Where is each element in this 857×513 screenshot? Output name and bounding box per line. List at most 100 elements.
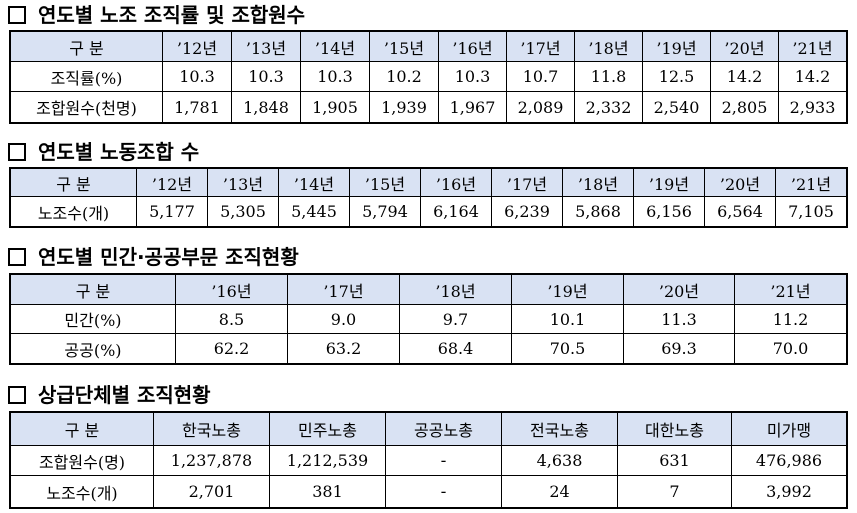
table-public-private: 구 분 ’16년 ’17년 ’18년 ’19년 ’20년 ’21년 민간(%) …	[9, 273, 848, 365]
table-cell: 14.2	[710, 61, 779, 92]
row-label: 조직률(%)	[10, 61, 163, 92]
table-cell: 1,237,878	[153, 445, 270, 476]
header-cell: ’17년	[491, 168, 563, 197]
table-cell: 9.0	[287, 304, 400, 334]
table-cell: 6,156	[633, 196, 705, 227]
table-row: 민간(%) 8.5 9.0 9.7 10.1 11.3 11.2	[10, 304, 847, 334]
section-title: 상급단체별 조직현황	[8, 382, 211, 408]
table-cell: 5,305	[207, 196, 279, 227]
table-cell: 10.3	[231, 61, 301, 92]
table-cell: 2,933	[778, 91, 847, 123]
table-cell: 70.0	[734, 333, 847, 364]
row-label: 조합원수(천명)	[10, 91, 163, 123]
header-cell: 미가맹	[731, 412, 847, 446]
header-cell: 민주노총	[269, 412, 386, 446]
table-cell: 10.3	[438, 61, 507, 92]
checkbox-square-icon	[8, 385, 26, 404]
table-cell: -	[385, 475, 502, 508]
table-cell: 9.7	[399, 304, 512, 334]
header-cell: ’21년	[778, 31, 847, 62]
table-cell: 5,177	[136, 196, 208, 227]
header-cell: 전국노총	[501, 412, 618, 446]
table-cell: 1,967	[438, 91, 507, 123]
table-cell: 12.5	[642, 61, 711, 92]
table-row: 노조수(개) 2,701 381 - 24 7 3,992	[10, 475, 847, 508]
table-cell: 5,445	[278, 196, 350, 227]
table-cell: 10.3	[162, 61, 232, 92]
table-union-count: 구 분 ’12년 ’13년 ’14년 ’15년 ’16년 ’17년 ’18년 ’…	[9, 167, 848, 228]
table-row: 노조수(개) 5,177 5,305 5,445 5,794 6,164 6,2…	[10, 196, 847, 227]
header-cell: 대한노총	[617, 412, 732, 446]
header-cell: ’19년	[511, 274, 624, 305]
table-row: 조합원수(천명) 1,781 1,848 1,905 1,939 1,967 2…	[10, 91, 847, 123]
table-cell: 6,239	[491, 196, 563, 227]
checkbox-square-icon	[8, 247, 26, 266]
table-cell: 10.1	[511, 304, 624, 334]
header-cell: ’17년	[506, 31, 575, 62]
header-cell: ’21년	[775, 168, 847, 197]
table-cell: -	[385, 445, 502, 476]
table-cell: 10.3	[300, 61, 370, 92]
row-label: 노조수(개)	[10, 196, 137, 227]
header-cell: ’18년	[562, 168, 634, 197]
header-cell: ’20년	[623, 274, 735, 305]
table-cell: 631	[617, 445, 732, 476]
row-label: 노조수(개)	[10, 475, 154, 508]
table-cell: 1,939	[369, 91, 439, 123]
checkbox-square-icon	[8, 5, 26, 24]
table-row: 조합원수(명) 1,237,878 1,212,539 - 4,638 631 …	[10, 445, 847, 476]
table-cell: 4,638	[501, 445, 618, 476]
header-cell: ’14년	[300, 31, 370, 62]
table-cell: 10.2	[369, 61, 439, 92]
table-cell: 14.2	[778, 61, 847, 92]
header-cell: ’19년	[633, 168, 705, 197]
header-cell: ’12년	[136, 168, 208, 197]
table-cell: 1,848	[231, 91, 301, 123]
table-cell: 381	[269, 475, 386, 508]
table-cell: 11.2	[734, 304, 847, 334]
header-cell: ’12년	[162, 31, 232, 62]
header-cell: ’16년	[438, 31, 507, 62]
table-federation: 구 분 한국노총 민주노총 공공노총 전국노총 대한노총 미가맹 조합원수(명)…	[9, 411, 848, 509]
table-cell: 3,992	[731, 475, 847, 508]
table-header-row: 구 분 ’16년 ’17년 ’18년 ’19년 ’20년 ’21년	[10, 274, 847, 305]
table-cell: 10.7	[506, 61, 575, 92]
header-cell: ’18년	[399, 274, 512, 305]
table-header-row: 구 분 ’12년 ’13년 ’14년 ’15년 ’16년 ’17년 ’18년 ’…	[10, 168, 847, 197]
checkbox-square-icon	[8, 142, 26, 161]
header-cell: ’16년	[420, 168, 492, 197]
table-cell: 2,805	[710, 91, 779, 123]
table-header-row: 구 분 한국노총 민주노총 공공노총 전국노총 대한노총 미가맹	[10, 412, 847, 446]
header-cell: ’16년	[175, 274, 288, 305]
table-cell: 5,868	[562, 196, 634, 227]
header-cell: ’20년	[710, 31, 779, 62]
table-cell: 11.8	[574, 61, 643, 92]
header-cell: ’18년	[574, 31, 643, 62]
table-cell: 24	[501, 475, 618, 508]
table-header-row: 구 분 ’12년 ’13년 ’14년 ’15년 ’16년 ’17년 ’18년 ’…	[10, 31, 847, 62]
header-cell: ’14년	[278, 168, 350, 197]
table-cell: 476,986	[731, 445, 847, 476]
table-cell: 2,332	[574, 91, 643, 123]
table-row: 공공(%) 62.2 63.2 68.4 70.5 69.3 70.0	[10, 333, 847, 364]
table-row: 조직률(%) 10.3 10.3 10.3 10.2 10.3 10.7 11.…	[10, 61, 847, 92]
header-cell: ’17년	[287, 274, 400, 305]
header-cell: 구 분	[10, 31, 163, 62]
header-cell: ’15년	[349, 168, 421, 197]
section-title: 연도별 노동조합 수	[8, 139, 199, 165]
table-union-rate: 구 분 ’12년 ’13년 ’14년 ’15년 ’16년 ’17년 ’18년 ’…	[9, 30, 848, 124]
table-cell: 2,089	[506, 91, 575, 123]
table-cell: 7,105	[775, 196, 847, 227]
row-label: 공공(%)	[10, 333, 176, 364]
table-cell: 7	[617, 475, 732, 508]
row-label: 민간(%)	[10, 304, 176, 334]
table-cell: 6,164	[420, 196, 492, 227]
table-cell: 1,905	[300, 91, 370, 123]
header-cell: ’15년	[369, 31, 439, 62]
table-cell: 69.3	[623, 333, 735, 364]
table-cell: 1,781	[162, 91, 232, 123]
header-cell: 공공노총	[385, 412, 502, 446]
section-title: 연도별 민간·공공부문 조직현황	[8, 244, 299, 270]
header-cell: ’13년	[207, 168, 279, 197]
table-cell: 8.5	[175, 304, 288, 334]
